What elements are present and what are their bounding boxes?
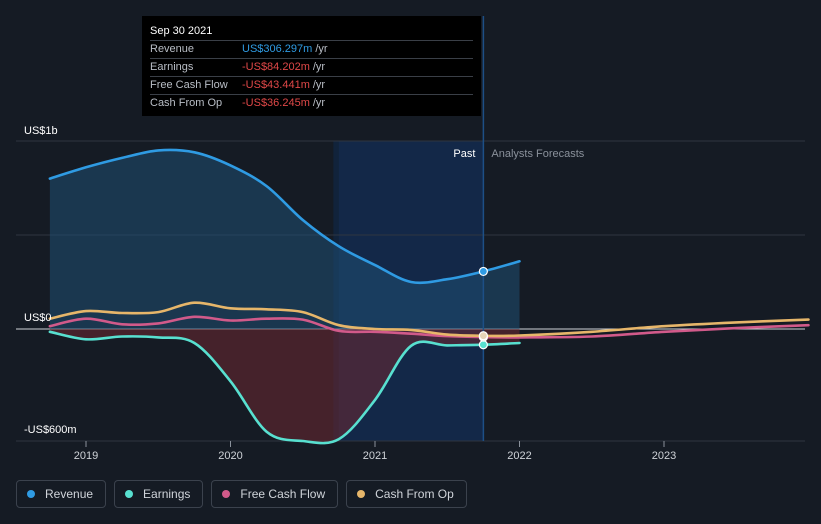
series-line-cash-from-op [48,301,810,338]
tooltip-unit: /yr [312,79,326,91]
x-tick-label: 2021 [363,450,387,462]
tooltip-unit: /yr [312,97,326,109]
tooltip-label: Revenue [150,43,195,55]
past-label: Past [453,148,475,160]
tooltip-unit: /yr [315,43,328,55]
tooltip-row-earnings: Earnings -US$84.202m /yr [150,58,473,76]
series-area-revenue [49,149,520,329]
x-tick-label: 2019 [74,450,98,462]
legend-label: Revenue [45,487,94,501]
tooltip-label: Earnings [150,61,194,73]
series-area-earnings [49,329,520,444]
tooltip-row-revenue: Revenue US$306.297m /yr [150,40,473,58]
tooltip-value: US$306.297m [242,43,313,55]
earnings-dot-icon [125,490,134,498]
series-line-free-cash-flow [48,315,810,339]
free-cash-flow-dot-icon [222,490,231,498]
legend-label: Earnings [143,487,191,501]
y-label-bottom: -US$600m [24,424,77,436]
tooltip-value: -US$43.441m [242,79,310,91]
legend-item-free-cash-flow[interactable]: Free Cash Flow [211,480,339,508]
tooltip-date: Sep 30 2021 [150,25,213,37]
legend: Revenue Earnings Free Cash Flow Cash Fro… [16,480,467,508]
series-line-earnings [48,330,521,445]
tooltip-row-free-cash-flow: Free Cash Flow -US$43.441m /yr [150,76,473,94]
legend-label: Cash From Op [375,487,454,501]
y-label-zero: US$0 [24,312,52,324]
x-tick-label: 2023 [652,450,676,462]
x-tick-label: 2022 [507,450,531,462]
data-point-revenue [478,266,488,277]
revenue-dot-icon [27,490,35,498]
tooltip-label: Free Cash Flow [150,79,228,91]
tooltip-value: -US$36.245m [242,97,310,109]
legend-item-revenue[interactable]: Revenue [16,480,107,508]
y-label-top: US$1b [24,125,58,137]
x-tick-label: 2020 [218,450,242,462]
forecast-label: Analysts Forecasts [491,148,584,160]
data-point-cash-from-op [478,331,488,341]
legend-label: Free Cash Flow [240,487,326,501]
data-point-earnings [478,340,488,350]
tooltip-row-cash-from-op: Cash From Op -US$36.245m /yr [150,94,473,112]
cash-from-op-dot-icon [357,490,366,498]
legend-item-cash-from-op[interactable]: Cash From Op [346,480,467,508]
tooltip-value: -US$84.202m [242,61,310,73]
tooltip: Sep 30 2021 Revenue US$306.297m /yr Earn… [142,16,481,116]
series-line-revenue [48,148,521,285]
tooltip-label: Cash From Op [150,97,223,109]
legend-item-earnings[interactable]: Earnings [114,480,204,508]
tooltip-unit: /yr [312,61,326,73]
